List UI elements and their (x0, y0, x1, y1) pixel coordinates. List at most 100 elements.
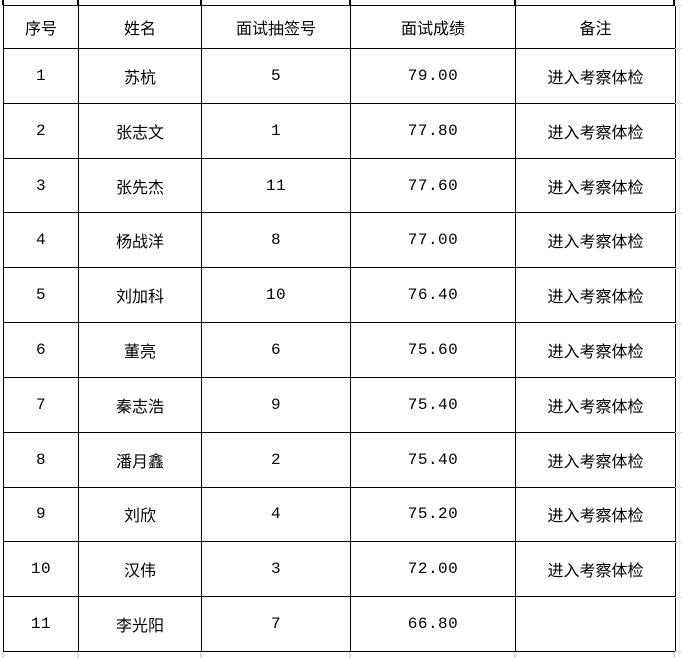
gridline-stub (349, 652, 351, 658)
gridline-stub (675, 542, 682, 543)
gridline-stub (77, 0, 79, 5)
score-cell: 76.40 (350, 267, 516, 324)
gridline-stub (349, 0, 351, 5)
gridline-stub (679, 0, 680, 658)
remark-cell: 进入考察体检 (515, 102, 676, 159)
table-row: 9 刘欣 4 75.20 进入考察体检 (3, 486, 676, 543)
header-row: 序号 姓名 面试抽签号 面试成绩 备注 (3, 5, 676, 49)
gridline-stub (675, 268, 682, 269)
table-body: 1 苏杭 5 79.00 进入考察体检 2 张志文 1 77.80 进入考察体检… (3, 48, 676, 652)
serial-cell: 3 (3, 157, 79, 214)
draw-number-cell: 7 (201, 596, 351, 652)
draw-number-cell: 5 (201, 48, 351, 104)
serial-cell: 4 (3, 212, 79, 269)
name-cell: 张志文 (78, 102, 202, 159)
table-row: 2 张志文 1 77.80 进入考察体检 (3, 102, 676, 159)
draw-number-cell: 1 (201, 102, 351, 159)
gridline-stub (675, 158, 682, 159)
serial-cell: 6 (3, 322, 79, 378)
remark-cell: 进入考察体检 (515, 431, 676, 488)
gridline-stub (514, 652, 516, 658)
score-cell: 75.40 (350, 376, 516, 433)
gridline-stub (673, 0, 675, 5)
gridline-stub (675, 651, 682, 652)
gridline-stub (675, 597, 682, 598)
score-cell: 75.20 (350, 486, 516, 543)
name-cell: 刘欣 (78, 486, 202, 543)
table-row: 5 刘加科 10 76.40 进入考察体检 (3, 267, 676, 324)
serial-cell: 1 (3, 48, 79, 104)
serial-cell: 9 (3, 486, 79, 543)
score-cell: 77.80 (350, 102, 516, 159)
table-row: 7 秦志浩 9 75.40 进入考察体检 (3, 376, 676, 433)
score-cell: 75.60 (350, 322, 516, 378)
remark-cell: 进入考察体检 (515, 212, 676, 269)
draw-number-cell: 11 (201, 157, 351, 214)
name-cell: 李光阳 (78, 596, 202, 652)
remark-cell: 进入考察体检 (515, 376, 676, 433)
name-cell: 杨战洋 (78, 212, 202, 269)
table-row: 3 张先杰 11 77.60 进入考察体检 (3, 157, 676, 214)
name-cell: 张先杰 (78, 157, 202, 214)
draw-number-cell: 4 (201, 486, 351, 543)
gridline-stub (675, 48, 682, 49)
name-cell: 潘月鑫 (78, 431, 202, 488)
column-header-serial: 序号 (3, 5, 79, 49)
draw-number-cell: 2 (201, 431, 351, 488)
table-row: 11 李光阳 7 66.80 (3, 596, 676, 652)
gridline-stub (2, 652, 4, 658)
gridline-stub (673, 652, 675, 658)
table-row: 10 汉伟 3 72.00 进入考察体检 (3, 541, 676, 598)
remark-cell: 进入考察体检 (515, 486, 676, 543)
serial-cell: 2 (3, 102, 79, 159)
gridline-stub (675, 377, 682, 378)
draw-number-cell: 10 (201, 267, 351, 324)
gridline-stub (675, 323, 682, 324)
score-cell: 77.00 (350, 212, 516, 269)
gridline-stub (2, 0, 4, 5)
remark-cell: 进入考察体检 (515, 48, 676, 104)
gridline-stub (675, 103, 682, 104)
serial-cell: 5 (3, 267, 79, 324)
score-cell: 72.00 (350, 541, 516, 598)
serial-cell: 10 (3, 541, 79, 598)
name-cell: 刘加科 (78, 267, 202, 324)
remark-cell: 进入考察体检 (515, 267, 676, 324)
column-header-draw-number: 面试抽签号 (201, 5, 351, 49)
remark-cell: 进入考察体检 (515, 541, 676, 598)
score-cell: 77.60 (350, 157, 516, 214)
column-header-score: 面试成绩 (350, 5, 516, 49)
name-cell: 秦志浩 (78, 376, 202, 433)
gridline-stub (200, 0, 202, 5)
table-header: 序号 姓名 面试抽签号 面试成绩 备注 (3, 5, 676, 49)
gridline-stub (675, 5, 682, 6)
gridline-stub (77, 652, 79, 658)
column-header-name: 姓名 (78, 5, 202, 49)
draw-number-cell: 9 (201, 376, 351, 433)
serial-cell: 11 (3, 596, 79, 652)
score-cell: 66.80 (350, 596, 516, 652)
score-cell: 75.40 (350, 431, 516, 488)
table-row: 4 杨战洋 8 77.00 进入考察体检 (3, 212, 676, 269)
table-row: 6 董亮 6 75.60 进入考察体检 (3, 322, 676, 378)
name-cell: 苏杭 (78, 48, 202, 104)
column-header-remark: 备注 (515, 5, 676, 49)
table-row: 8 潘月鑫 2 75.40 进入考察体检 (3, 431, 676, 488)
serial-cell: 8 (3, 431, 79, 488)
draw-number-cell: 3 (201, 541, 351, 598)
gridline-stub (514, 0, 516, 5)
serial-cell: 7 (3, 376, 79, 433)
results-table: 序号 姓名 面试抽签号 面试成绩 备注 1 苏杭 5 79.00 进入考察体检 … (3, 5, 676, 652)
draw-number-cell: 8 (201, 212, 351, 269)
remark-cell: 进入考察体检 (515, 157, 676, 214)
gridline-stub (675, 432, 682, 433)
remark-cell: 进入考察体检 (515, 322, 676, 378)
gridline-stub (675, 487, 682, 488)
score-cell: 79.00 (350, 48, 516, 104)
draw-number-cell: 6 (201, 322, 351, 378)
gridline-stub (200, 652, 202, 658)
gridline-stub (675, 213, 682, 214)
remark-cell (515, 596, 676, 652)
name-cell: 汉伟 (78, 541, 202, 598)
